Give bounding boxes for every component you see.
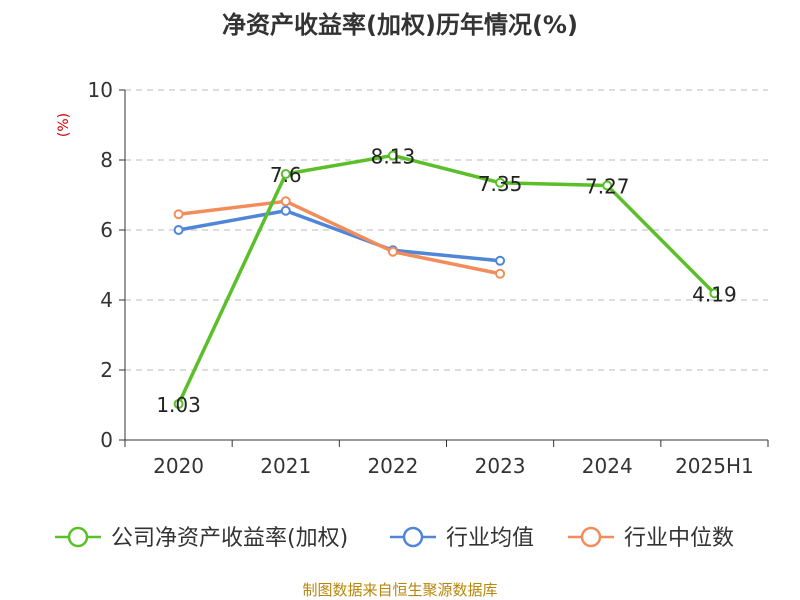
data-label: 7.27 (585, 175, 630, 199)
chart-title: 净资产收益率(加权)历年情况(%) (222, 11, 578, 39)
series-line (178, 209, 501, 263)
y-tick-label: 6 (100, 218, 113, 242)
legend-label: 公司净资产收益率(加权) (111, 526, 348, 551)
data-label: 1.03 (156, 393, 201, 417)
data-point (280, 169, 291, 179)
y-axis-unit-label: (%) (56, 113, 72, 137)
legend-item-1: 行业均值 (390, 526, 534, 551)
data-point (173, 225, 184, 235)
data-point (387, 150, 398, 161)
axes (119, 89, 769, 447)
y-tick-labels: 0 2 4 6 8 10 (88, 78, 113, 452)
data-point (709, 288, 720, 299)
gridlines (125, 89, 768, 371)
data-label: 4.19 (692, 282, 737, 306)
x-tick-labels: 2020 2021 2022 2023 2024 2025H1 (153, 454, 754, 478)
data-point (173, 209, 184, 220)
y-tick-label: 8 (100, 148, 113, 172)
data-point (280, 196, 291, 207)
series-1 (173, 205, 506, 266)
legend-label: 行业中位数 (624, 526, 734, 551)
x-tick-label: 2020 (153, 454, 204, 478)
x-tick-label: 2024 (582, 454, 633, 478)
data-point (602, 180, 613, 191)
data-point (495, 268, 506, 279)
data-label: 7.6 (270, 163, 302, 187)
x-tick-label: 2021 (260, 454, 311, 478)
data-point (173, 398, 184, 409)
x-tick-label: 2023 (475, 454, 526, 478)
series-2 (173, 196, 506, 279)
x-tick-label: 2022 (367, 454, 418, 478)
legend-swatch-marker (67, 526, 89, 548)
legend: 公司净资产收益率(加权) 行业均值 行业中位数 (55, 526, 734, 551)
x-tick-label: 2025H1 (675, 454, 754, 478)
data-point (280, 205, 291, 216)
series-line (176, 153, 716, 405)
legend-swatch-marker (580, 526, 602, 548)
legend-label: 行业均值 (446, 526, 534, 551)
series-0: 1.03 7.6 8.13 7.35 7.27 4.19 (156, 144, 736, 417)
legend-item-0: 公司净资产收益率(加权) (55, 526, 348, 551)
data-label: 7.35 (478, 172, 523, 196)
source-note: 制图数据来自恒生聚源数据库 (302, 581, 497, 599)
data-point (495, 177, 506, 188)
y-tick-label: 0 (100, 428, 113, 452)
data-point (495, 255, 506, 266)
series-line (178, 199, 501, 276)
data-point (387, 246, 398, 257)
y-tick-label: 4 (100, 288, 113, 312)
legend-item-2: 行业中位数 (568, 526, 734, 551)
series-layer: 1.03 7.6 8.13 7.35 7.27 4.19 (156, 144, 736, 417)
legend-swatch-marker (402, 526, 424, 548)
y-tick-label: 10 (88, 78, 113, 102)
y-tick-label: 2 (100, 358, 113, 382)
data-label: 8.13 (371, 144, 416, 168)
